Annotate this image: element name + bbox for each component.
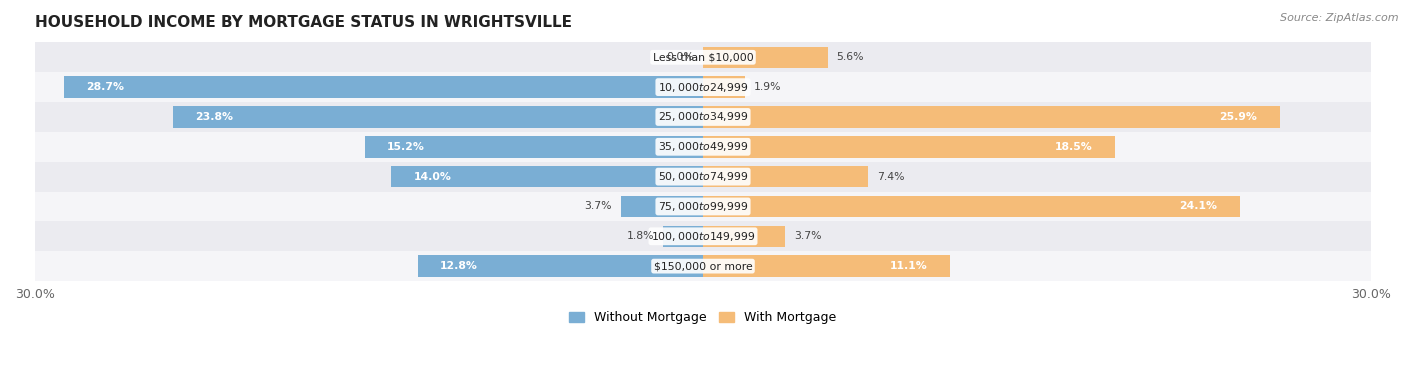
Text: 12.8%: 12.8% (440, 261, 478, 271)
Text: $25,000 to $34,999: $25,000 to $34,999 (658, 110, 748, 124)
Bar (173, 106, 703, 128)
Text: 3.7%: 3.7% (794, 231, 821, 241)
Bar (703, 46, 828, 68)
Text: $35,000 to $49,999: $35,000 to $49,999 (658, 140, 748, 153)
Text: $150,000 or more: $150,000 or more (654, 261, 752, 271)
Bar (35, 72, 1371, 102)
Text: 24.1%: 24.1% (1180, 201, 1218, 211)
Text: 1.8%: 1.8% (627, 231, 654, 241)
Text: 18.5%: 18.5% (1054, 142, 1092, 152)
Bar (35, 192, 1371, 222)
Bar (703, 196, 1240, 217)
Legend: Without Mortgage, With Mortgage: Without Mortgage, With Mortgage (564, 307, 842, 330)
Bar (364, 136, 703, 158)
Bar (620, 196, 703, 217)
Text: 15.2%: 15.2% (387, 142, 425, 152)
Bar (391, 166, 703, 187)
Bar (703, 106, 1279, 128)
Bar (703, 166, 868, 187)
Text: HOUSEHOLD INCOME BY MORTGAGE STATUS IN WRIGHTSVILLE: HOUSEHOLD INCOME BY MORTGAGE STATUS IN W… (35, 15, 572, 30)
Bar (35, 132, 1371, 162)
Text: $75,000 to $99,999: $75,000 to $99,999 (658, 200, 748, 213)
Bar (35, 222, 1371, 251)
Text: 23.8%: 23.8% (195, 112, 233, 122)
Bar (703, 76, 745, 98)
Text: 0.0%: 0.0% (666, 52, 695, 62)
Text: $100,000 to $149,999: $100,000 to $149,999 (651, 230, 755, 243)
Text: 3.7%: 3.7% (585, 201, 612, 211)
Text: $10,000 to $24,999: $10,000 to $24,999 (658, 81, 748, 94)
Text: 1.9%: 1.9% (754, 82, 782, 92)
Bar (703, 136, 1115, 158)
Text: Less than $10,000: Less than $10,000 (652, 52, 754, 62)
Text: 7.4%: 7.4% (877, 172, 904, 182)
Text: 25.9%: 25.9% (1219, 112, 1257, 122)
Text: 5.6%: 5.6% (837, 52, 865, 62)
Bar (35, 251, 1371, 281)
Text: Source: ZipAtlas.com: Source: ZipAtlas.com (1281, 13, 1399, 23)
Bar (35, 42, 1371, 72)
Text: $50,000 to $74,999: $50,000 to $74,999 (658, 170, 748, 183)
Text: 14.0%: 14.0% (413, 172, 451, 182)
Text: 28.7%: 28.7% (86, 82, 124, 92)
Bar (35, 102, 1371, 132)
Bar (35, 162, 1371, 192)
Bar (63, 76, 703, 98)
Bar (703, 226, 786, 247)
Text: 11.1%: 11.1% (890, 261, 928, 271)
Bar (703, 256, 950, 277)
Bar (418, 256, 703, 277)
Bar (662, 226, 703, 247)
